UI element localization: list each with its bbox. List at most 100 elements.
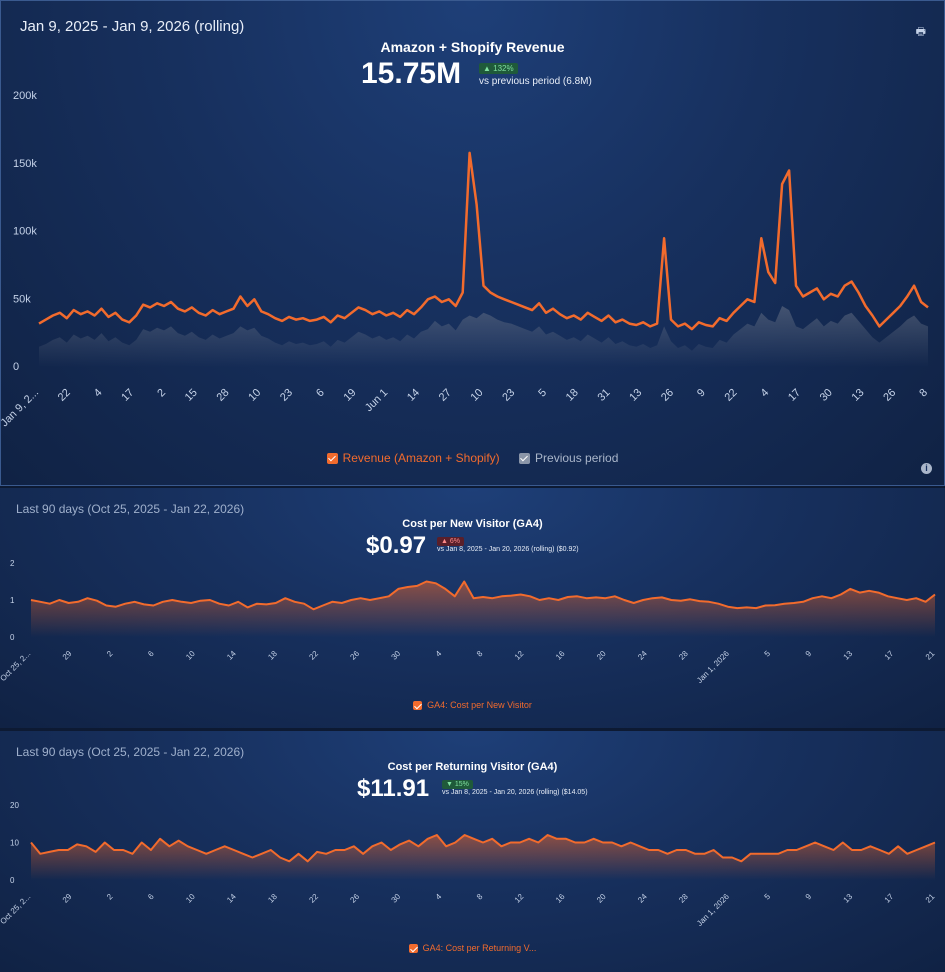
series-area xyxy=(31,581,935,637)
x-tick-label: 13 xyxy=(849,387,866,404)
x-tick-label: 8 xyxy=(917,387,930,400)
series-line[interactable] xyxy=(30,834,936,863)
y-tick-label: 100k xyxy=(13,226,37,238)
x-tick-label: 30 xyxy=(818,387,835,404)
chart-title: Cost per New Visitor (GA4) xyxy=(402,518,543,530)
x-tick-label: Jan 1, 2026 xyxy=(695,649,731,685)
export-icon[interactable]: 🖶 xyxy=(915,26,926,38)
chart-title: Cost per Returning Visitor (GA4) xyxy=(387,761,558,773)
checkbox-icon xyxy=(408,943,418,953)
x-tick-label: 9 xyxy=(804,892,814,902)
change-badge: ▲ 6% xyxy=(437,537,464,546)
x-tick-label: 14 xyxy=(225,649,238,662)
x-tick-label: 14 xyxy=(225,892,238,905)
period-label: Last 90 days (Oct 25, 2025 - Jan 22, 202… xyxy=(16,502,245,516)
period-label: Jan 9, 2025 - Jan 9, 2026 (rolling) xyxy=(20,18,245,35)
x-tick-label: 29 xyxy=(61,892,74,905)
x-tick-label: 22 xyxy=(307,649,320,662)
y-tick-label: 0 xyxy=(10,876,15,885)
series-line[interactable] xyxy=(38,151,929,331)
x-tick-label: 17 xyxy=(883,649,896,662)
x-tick-label: 22 xyxy=(56,387,73,404)
x-tick-label: 5 xyxy=(763,892,773,902)
series-line[interactable] xyxy=(30,580,936,611)
x-tick-label: 6 xyxy=(314,387,327,400)
new-visitor-panel: Last 90 days (Oct 25, 2025 - Jan 22, 202… xyxy=(0,488,945,728)
legend-item-previous[interactable]: Previous period xyxy=(519,451,618,465)
x-tick-label: 30 xyxy=(390,892,403,905)
x-tick-label: 13 xyxy=(842,649,855,662)
x-tick-label: 28 xyxy=(677,649,690,662)
period-label: Last 90 days (Oct 25, 2025 - Jan 22, 202… xyxy=(16,745,245,759)
x-tick-label: 9 xyxy=(804,649,814,659)
comparison-text: vs Jan 8, 2025 - Jan 20, 2026 (rolling) … xyxy=(437,546,579,553)
x-tick-label: 10 xyxy=(246,387,263,404)
x-tick-label: 29 xyxy=(61,649,74,662)
legend-label: GA4: Cost per Returning V... xyxy=(422,943,537,953)
info-icon[interactable]: i xyxy=(921,463,932,474)
revenue-chart: 0 50k 100k 150k 200k Jan 9, 2... 22 4 17 2 15 28 10 2… xyxy=(0,90,930,430)
y-tick-label: 2 xyxy=(10,559,15,568)
x-tick-label: 19 xyxy=(341,387,358,404)
legend: Revenue (Amazon + Shopify) Previous peri… xyxy=(1,451,944,467)
x-tick-label: 18 xyxy=(266,649,279,662)
x-tick-label: 6 xyxy=(146,892,156,902)
x-tick-label: 23 xyxy=(500,387,517,404)
x-tick-label: 21 xyxy=(924,649,937,662)
x-tick-label: 27 xyxy=(437,387,454,404)
checkbox-icon xyxy=(413,700,423,710)
x-tick-label: 17 xyxy=(786,387,803,404)
x-tick-label: 14 xyxy=(405,387,422,404)
legend-label: GA4: Cost per New Visitor xyxy=(427,700,532,710)
legend-item[interactable]: GA4: Cost per Returning V... xyxy=(408,943,537,953)
x-tick-label: 28 xyxy=(214,387,231,404)
legend-item[interactable]: GA4: Cost per New Visitor xyxy=(413,700,532,710)
x-tick-label: 20 xyxy=(595,649,608,662)
x-tick-label: Oct 25, 2... xyxy=(0,892,32,926)
x-tick-label: 6 xyxy=(146,649,156,659)
x-tick-label: 5 xyxy=(763,649,773,659)
change-badge: ▼ 15% xyxy=(442,780,473,789)
returning-visitor-panel: Last 90 days (Oct 25, 2025 - Jan 22, 202… xyxy=(0,731,945,972)
y-tick-label: 150k xyxy=(13,158,37,170)
x-tick-label: 8 xyxy=(475,892,485,902)
x-tick-label: 13 xyxy=(842,892,855,905)
legend-item-current[interactable]: Revenue (Amazon + Shopify) xyxy=(326,451,500,465)
comparison-text: vs Jan 8, 2025 - Jan 20, 2026 (rolling) … xyxy=(442,789,588,796)
x-tick-label: 16 xyxy=(554,649,567,662)
x-tick-label: Jan 9, 2... xyxy=(0,387,41,430)
x-tick-label: Jun 1 xyxy=(363,387,391,415)
legend: GA4: Cost per New Visitor xyxy=(0,700,945,712)
x-tick-label: 20 xyxy=(595,892,608,905)
x-tick-label: 30 xyxy=(390,649,403,662)
chart-title: Amazon + Shopify Revenue xyxy=(380,39,565,55)
series-area xyxy=(39,152,928,367)
x-tick-label: 21 xyxy=(924,892,937,905)
y-tick-label: 20 xyxy=(10,801,19,810)
x-tick-label: 12 xyxy=(513,649,526,662)
y-tick-label: 1 xyxy=(10,596,15,605)
x-tick-label: 18 xyxy=(564,387,581,404)
checkbox-icon xyxy=(519,452,531,464)
x-tick-label: 23 xyxy=(278,387,295,404)
x-tick-label: 22 xyxy=(722,387,739,404)
x-tick-label: 18 xyxy=(266,892,279,905)
legend-label-current: Revenue (Amazon + Shopify) xyxy=(342,451,500,465)
x-tick-label: 26 xyxy=(348,892,361,905)
y-tick-label: 0 xyxy=(13,361,19,373)
x-tick-label: 24 xyxy=(636,649,649,662)
x-tick-label: Jan 1, 2026 xyxy=(695,892,731,928)
revenue-panel: Jan 9, 2025 - Jan 9, 2026 (rolling) 🖶 Am… xyxy=(0,0,945,486)
x-tick-label: 24 xyxy=(636,892,649,905)
x-tick-label: 5 xyxy=(536,387,549,400)
y-tick-label: 10 xyxy=(10,839,19,848)
x-tick-label: 31 xyxy=(595,387,612,404)
x-tick-label: 2 xyxy=(155,387,168,400)
x-tick-label: 28 xyxy=(677,892,690,905)
x-tick-label: 2 xyxy=(105,892,115,902)
x-tick-label: 26 xyxy=(659,387,676,404)
x-tick-label: 26 xyxy=(348,649,361,662)
series-area xyxy=(31,835,935,880)
